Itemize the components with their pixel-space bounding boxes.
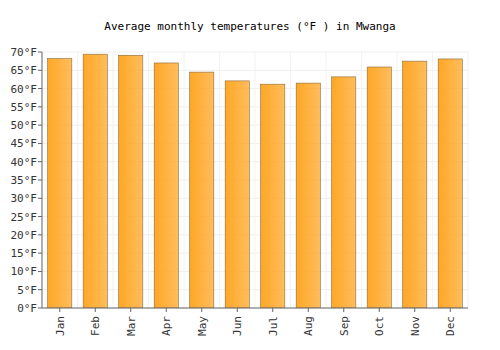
y-tick-label: 30°F: [11, 192, 38, 205]
y-tick: [38, 70, 42, 71]
grid-line-vertical: [361, 52, 362, 308]
x-tick-label: Sep: [338, 316, 351, 336]
y-tick: [38, 308, 42, 309]
bar: [438, 59, 462, 308]
y-tick: [38, 106, 42, 107]
x-tick-label: Aug: [302, 316, 315, 336]
grid-line: [42, 308, 468, 309]
bar: [225, 81, 249, 308]
y-tick-label: 15°F: [11, 247, 38, 260]
x-tick-label: Jan: [54, 316, 67, 336]
grid-line-vertical: [219, 52, 220, 308]
grid-line-vertical: [77, 52, 78, 308]
x-tick: [379, 308, 380, 312]
grid-line-vertical: [113, 52, 114, 308]
y-tick: [38, 161, 42, 162]
y-tick: [38, 216, 42, 217]
y-tick: [38, 143, 42, 144]
bar: [261, 84, 285, 308]
y-tick-label: 40°F: [11, 156, 38, 169]
grid-line-vertical: [148, 52, 149, 308]
grid-line-vertical: [290, 52, 291, 308]
y-tick-label: 10°F: [11, 265, 38, 278]
x-tick: [308, 308, 309, 312]
bar: [332, 77, 356, 308]
y-tick-label: 25°F: [11, 211, 38, 224]
x-tick-label: Mar: [125, 316, 138, 336]
x-tick: [166, 308, 167, 312]
x-tick-label: Jul: [267, 316, 280, 336]
bar: [119, 55, 143, 308]
y-tick-label: 0°F: [17, 302, 37, 315]
grid-line-vertical: [255, 52, 256, 308]
y-tick-label: 55°F: [11, 101, 38, 114]
chart-container: Average monthly temperatures (°F ) in Mw…: [0, 0, 500, 350]
y-tick: [38, 289, 42, 290]
y-tick: [38, 125, 42, 126]
x-tick: [95, 308, 96, 312]
x-tick-label: Jun: [231, 316, 244, 336]
chart-svg: Average monthly temperatures (°F ) in Mw…: [0, 0, 500, 350]
x-tick-label: Nov: [409, 316, 422, 336]
x-tick-label: Feb: [89, 316, 102, 336]
bar: [83, 54, 107, 308]
y-tick: [38, 253, 42, 254]
y-tick-label: 5°F: [17, 284, 37, 297]
grid-line-vertical: [184, 52, 185, 308]
y-axis: [42, 52, 43, 308]
x-tick-label: Apr: [160, 316, 173, 336]
bar: [403, 61, 427, 308]
bar: [48, 59, 72, 308]
bar: [190, 72, 214, 308]
x-tick: [237, 308, 238, 312]
y-tick-label: 50°F: [11, 119, 38, 132]
y-tick-label: 60°F: [11, 83, 38, 96]
x-tick: [450, 308, 451, 312]
y-tick: [38, 271, 42, 272]
y-tick: [38, 180, 42, 181]
x-tick-label: Dec: [444, 316, 457, 336]
x-tick: [201, 308, 202, 312]
x-tick-label: Oct: [373, 316, 386, 336]
bar: [154, 63, 178, 308]
y-tick: [38, 88, 42, 89]
y-tick: [38, 198, 42, 199]
y-tick: [38, 234, 42, 235]
x-tick-label: May: [196, 316, 209, 336]
x-tick: [414, 308, 415, 312]
y-tick-label: 45°F: [11, 137, 38, 150]
y-tick-label: 70°F: [11, 46, 38, 59]
bar: [367, 67, 391, 308]
x-tick: [59, 308, 60, 312]
bar: [296, 83, 320, 308]
y-tick-label: 20°F: [11, 229, 38, 242]
bars: [48, 54, 463, 308]
grid-line-vertical: [326, 52, 327, 308]
x-axis: [42, 308, 468, 309]
grid-line-vertical: [397, 52, 398, 308]
y-tick: [38, 52, 42, 53]
x-tick: [343, 308, 344, 312]
grid-line-vertical: [432, 52, 433, 308]
x-tick: [272, 308, 273, 312]
grid-line-vertical: [42, 52, 43, 308]
title: Average monthly temperatures (°F ) in Mw…: [104, 20, 395, 33]
y-tick-label: 35°F: [11, 174, 38, 187]
x-tick: [130, 308, 131, 312]
grid-line-vertical: [468, 52, 469, 308]
y-tick-label: 65°F: [11, 64, 38, 77]
